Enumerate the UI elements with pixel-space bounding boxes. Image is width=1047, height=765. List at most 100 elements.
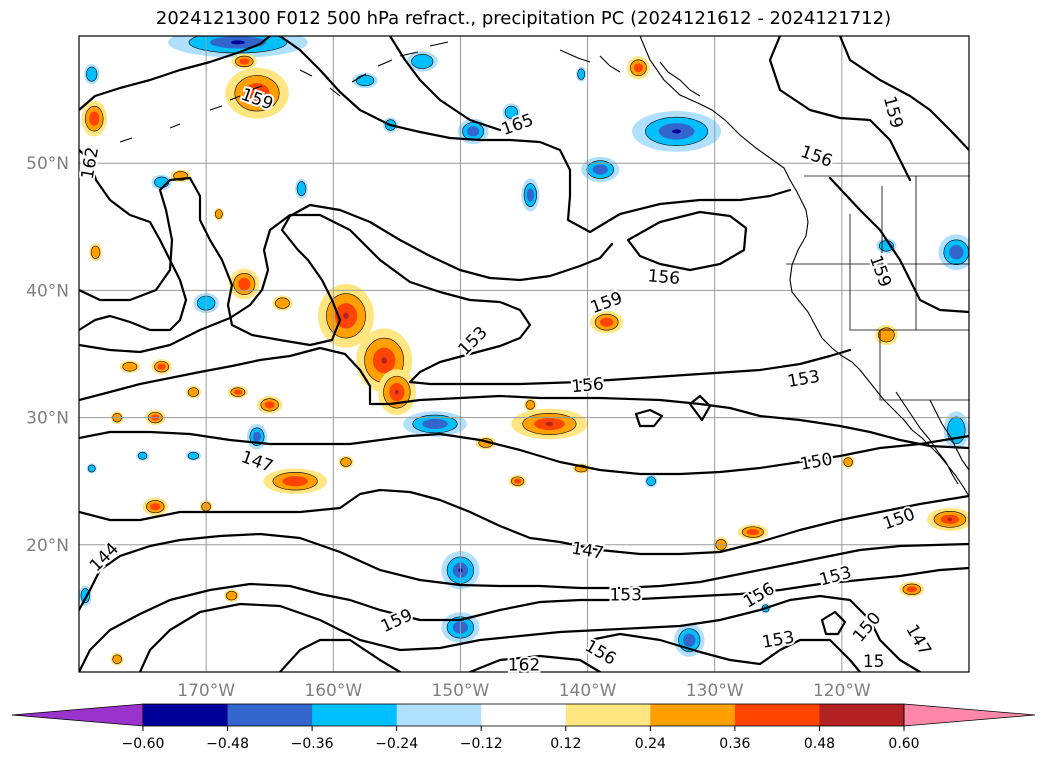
precip-blob: [233, 389, 242, 395]
precip-blob: [381, 357, 387, 364]
precip-blob: [646, 476, 656, 486]
coastline-kodiak: [559, 49, 701, 97]
precip-blob: [87, 464, 96, 473]
precip-blob: [150, 503, 161, 511]
precip-blob: [525, 400, 536, 410]
colorbar-tick-label: −0.60: [122, 736, 165, 752]
contour-line: [626, 210, 748, 272]
contour-label: 15: [863, 652, 885, 672]
precip-blob: [343, 312, 349, 320]
precip-blob: [746, 529, 759, 536]
colorbar-tick-label: −0.12: [460, 736, 503, 752]
colorbar-tick-label: 0.48: [804, 736, 835, 752]
contour-label: 156: [571, 374, 605, 397]
precip-blob: [225, 590, 238, 601]
coastlines: [119, 36, 969, 497]
precip-blob: [504, 105, 518, 119]
precip-blob: [214, 209, 223, 219]
contour-line: [138, 594, 922, 672]
lat-tick-label: 40°N: [26, 281, 69, 301]
colorbar-segment: [565, 704, 651, 726]
colorbar-tick-label: 0.60: [888, 736, 919, 752]
border-states: [786, 176, 969, 401]
longitude-tick-labels: 170°W 160°W 150°W 140°W 130°W 120°W: [177, 681, 871, 701]
contour-label: 156: [647, 266, 681, 289]
contour-line: [79, 148, 188, 332]
coastline-alaska: [639, 36, 969, 211]
lon-tick-label: 120°W: [813, 681, 871, 701]
colorbar-segment: [396, 704, 482, 726]
lon-tick-label: 160°W: [304, 681, 362, 701]
coastline-north-america: [789, 209, 969, 497]
contour-label: 153: [609, 586, 641, 606]
precip-blob: [230, 40, 245, 45]
contour-line: [79, 36, 272, 112]
precip-blob: [394, 389, 399, 395]
plot-frame: [78, 35, 970, 673]
precip-blob: [340, 457, 352, 467]
colorbar-tick-label: −0.48: [206, 736, 249, 752]
precip-blob: [467, 126, 480, 137]
colorbar-tick-label: 0.12: [550, 736, 581, 752]
precip-blob: [633, 63, 644, 73]
precip-blob: [422, 418, 448, 430]
colorbar-segment: [312, 704, 398, 726]
contour-line: [79, 488, 969, 556]
colorbar-tick-label: 0.24: [635, 736, 666, 752]
contour-line: [79, 566, 969, 672]
contour-label: 162: [508, 656, 540, 676]
colorbar-segment: [481, 704, 567, 726]
colorbar-segment: [819, 704, 905, 726]
precip-blob: [577, 68, 586, 80]
contour-line: [79, 213, 852, 386]
graticule: [79, 36, 969, 672]
precip-blob: [906, 586, 917, 593]
precip-blob: [411, 54, 434, 69]
precip-blob: [282, 476, 308, 487]
contour-line: [828, 176, 969, 314]
precip-blob: [264, 401, 275, 409]
contour-line: [79, 532, 969, 612]
contour-line: [388, 36, 502, 132]
precip-blob: [526, 188, 534, 202]
precip-blob: [122, 361, 138, 372]
contour-line: [768, 36, 969, 182]
lon-tick-label: 170°W: [177, 681, 235, 701]
precip-blob: [949, 245, 964, 260]
contour-line: [79, 176, 614, 347]
colorbar-extend-max: [903, 703, 1036, 727]
coastline-aleutians: [119, 41, 449, 143]
precip-blob: [355, 74, 375, 87]
precip-blob: [275, 297, 290, 309]
precip-blob: [187, 451, 200, 460]
precip-blob: [86, 66, 98, 82]
precip-blob: [157, 363, 166, 370]
precip-blob: [514, 478, 522, 484]
colorbar-segment: [227, 704, 313, 726]
precip-blob: [672, 129, 682, 134]
map-title: 2024121300 F012 500 hPa refract., precip…: [155, 8, 892, 29]
colorbar-tick-label: 0.36: [719, 736, 750, 752]
precip-blob: [600, 317, 614, 327]
contour-line: [79, 346, 969, 450]
precip-blob: [112, 654, 122, 665]
precip-blob: [90, 245, 101, 259]
lat-tick-label: 30°N: [26, 409, 69, 429]
colorbar: −0.60 −0.48 −0.36 −0.24 −0.12 0.12 0.24 0.36 0.4…: [11, 703, 1036, 752]
colorbar-tick-label: −0.24: [375, 736, 418, 752]
latitude-tick-labels: 50°N 40°N 30°N 20°N: [26, 154, 69, 556]
precip-blob: [878, 327, 895, 343]
precip-blob: [244, 83, 270, 104]
colorbar-segment: [734, 704, 820, 726]
precip-blob: [187, 387, 200, 397]
precip-blob: [545, 421, 554, 426]
lon-tick-label: 140°W: [559, 681, 617, 701]
precip-blob: [239, 58, 250, 65]
contour-line: [79, 430, 969, 476]
lon-tick-label: 130°W: [686, 681, 744, 701]
colorbar-extend-min: [11, 703, 144, 727]
colorbar-tick-label: −0.36: [291, 736, 334, 752]
precip-blob: [683, 633, 696, 647]
precip-blob: [238, 277, 251, 291]
lat-tick-label: 20°N: [26, 536, 69, 556]
